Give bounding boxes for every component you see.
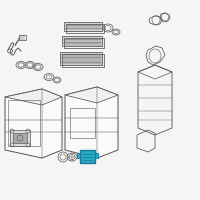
Bar	[77, 153, 80, 158]
Bar	[62, 53, 104, 66]
Bar	[62, 36, 102, 46]
Bar	[64, 22, 102, 31]
Bar	[66, 23, 104, 32]
Bar	[8, 100, 40, 146]
Bar	[80, 150, 95, 163]
Polygon shape	[5, 89, 62, 158]
Polygon shape	[5, 89, 62, 105]
Bar	[10, 130, 30, 146]
Bar	[64, 38, 104, 47]
Polygon shape	[65, 87, 118, 103]
Bar	[70, 108, 95, 138]
Bar	[60, 52, 102, 65]
Polygon shape	[65, 87, 118, 158]
Bar	[13, 133, 27, 143]
Bar	[95, 153, 98, 158]
Bar	[19, 35, 26, 40]
